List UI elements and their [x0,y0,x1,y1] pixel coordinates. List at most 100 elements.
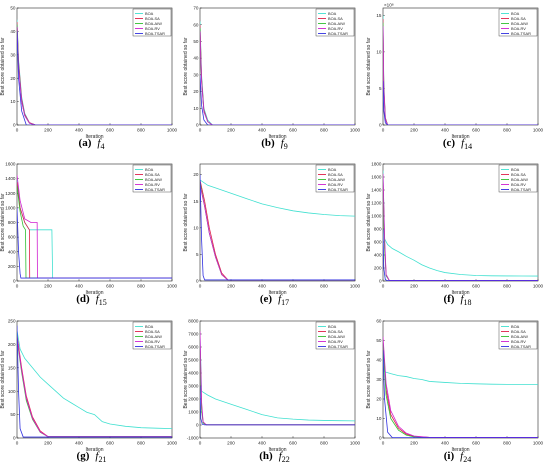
y-axis-label: Best score obtained so far [366,37,372,95]
legend-entry: BOA-SA [328,329,343,334]
legend-entry: BOA-RV [328,339,343,344]
x-tick-label: 400 [441,128,449,133]
y-tick-label: 1600 [5,162,16,167]
chart-svg: 0 200 400 600 800 1000 0 10 20 30 40 50 Iteration Bes… [0,6,178,140]
legend-entry: BOA [145,167,154,172]
caption-label: (f) [443,293,455,305]
legend-entry: BOA-AIW [145,21,162,26]
chart-svg: 0 200 400 600 800 1000 0 200 400 600 800 1000 1200 14… [366,162,544,296]
x-tick-label: 1000 [533,128,544,133]
legend-entry: BOA-AIW [328,177,345,182]
x-tick-label: 200 [227,128,235,133]
x-tick-label: 1000 [350,441,361,446]
y-tick-label: 600 [8,235,16,240]
y-tick-label: 1000 [5,205,16,210]
y-tick-label: 30 [376,377,382,382]
series-line-boa [383,170,538,277]
x-tick-label: 200 [410,441,418,446]
y-tick-label: 50 [376,338,382,343]
x-tick-label: 800 [137,128,145,133]
y-tick-label: 10 [10,99,16,104]
y-tick-label: 800 [374,227,382,232]
series-line-boa [383,344,538,385]
y-tick-label: 1600 [371,175,382,180]
y-tick-label: 0 [379,436,382,441]
caption-function: f21 [95,450,107,465]
x-tick-label: 1000 [350,128,361,133]
series-line-boa-rv [200,31,355,125]
legend-entry: BOA-RV [145,339,160,344]
caption-label: (d) [76,293,90,305]
y-tick-label: 0 [13,436,16,441]
chart-svg: 0 200 400 600 800 1000-1000010002000300040005… [183,319,361,453]
x-axis-label: Iteration [85,290,103,296]
y-tick-label: 600 [374,240,382,245]
y-tick-label: 5 [196,252,199,257]
x-tick-label: 0 [199,128,202,133]
caption-function-index: 18 [463,298,472,308]
y-tick-label: 10 [193,106,199,111]
caption-label: (c) [442,137,456,149]
legend-entry: BOA [328,324,337,329]
series-line-boa-tsar [17,31,172,125]
chart-panel: 0 200 400 600 800 1000 0 200 400 600 800 1000 1200 14… [0,156,183,312]
series-line-boa-tsar [383,228,538,281]
y-tick-label: -1000 [187,436,199,441]
caption-function: f18 [460,293,472,308]
y-tick-label: 70 [193,6,199,11]
legend-entry: BOA-SA [511,329,526,334]
y-tick-label: 1400 [371,188,382,193]
x-tick-label: 1000 [167,284,178,289]
x-axis-label: Iteration [268,134,286,140]
x-tick-label: 600 [289,128,297,133]
legend-entry: BOA [511,11,520,16]
y-tick-label: 0 [379,279,382,284]
y-tick-label: 250 [8,319,16,324]
x-axis-label: Iteration [85,134,103,140]
x-axis-label: Iteration [268,290,286,296]
legend-entry: BOA-RV [145,26,160,31]
legend-entry: BOA-TSAR [145,187,165,192]
x-tick-label: 600 [106,128,114,133]
panel-caption: (c) f14 [366,137,549,151]
y-tick-label: 50 [10,6,16,11]
y-axis-label: Best score obtained so far [366,193,372,251]
caption-label: (e) [259,293,273,305]
legend-entry: BOA-AIW [511,334,528,339]
legend-entry: BOA-TSAR [145,31,165,36]
y-tick-label: 1200 [371,201,382,206]
y-tick-label: 400 [8,249,16,254]
x-tick-label: 0 [382,128,385,133]
caption-function: f17 [278,293,290,308]
caption-function: f14 [461,137,473,152]
caption-function-index: 9 [283,142,288,152]
y-axis-label: Best score obtained so far [0,350,6,408]
series-line-boa-tsar [383,350,538,438]
panel-caption: (b) f9 [183,137,366,151]
x-axis-label: Iteration [451,134,469,140]
caption-function-index: 21 [98,455,107,465]
legend-entry: BOA-TSAR [511,344,531,349]
x-tick-label: 1000 [350,284,361,289]
legend-entry: BOA-TSAR [511,187,531,192]
y-tick-label: 10 [376,49,382,54]
y-tick-label: 8000 [188,319,199,324]
series-line-boa-tsar [200,74,355,125]
y-tick-label: 5 [379,86,382,91]
x-tick-label: 1000 [533,284,544,289]
y-tick-label: 1000 [188,410,199,415]
legend-entry: BOA-RV [328,26,343,31]
x-tick-label: 200 [44,284,52,289]
caption-label: (b) [261,137,275,149]
caption-function-index: 14 [464,142,473,152]
series-line-boa-rv [17,337,172,437]
legend-entry: BOA-SA [145,329,160,334]
series-line-boa-rv [383,336,538,438]
legend-entry: BOA-AIW [511,21,528,26]
chart-svg: 0 200 400 600 800 1000 0 5 10 15 20 Iteration Best s… [183,163,361,296]
x-tick-label: 800 [320,284,328,289]
x-tick-label: 0 [382,441,385,446]
y-tick-label: 0 [196,423,199,428]
x-tick-label: 200 [410,284,418,289]
y-tick-label: 40 [376,358,382,363]
